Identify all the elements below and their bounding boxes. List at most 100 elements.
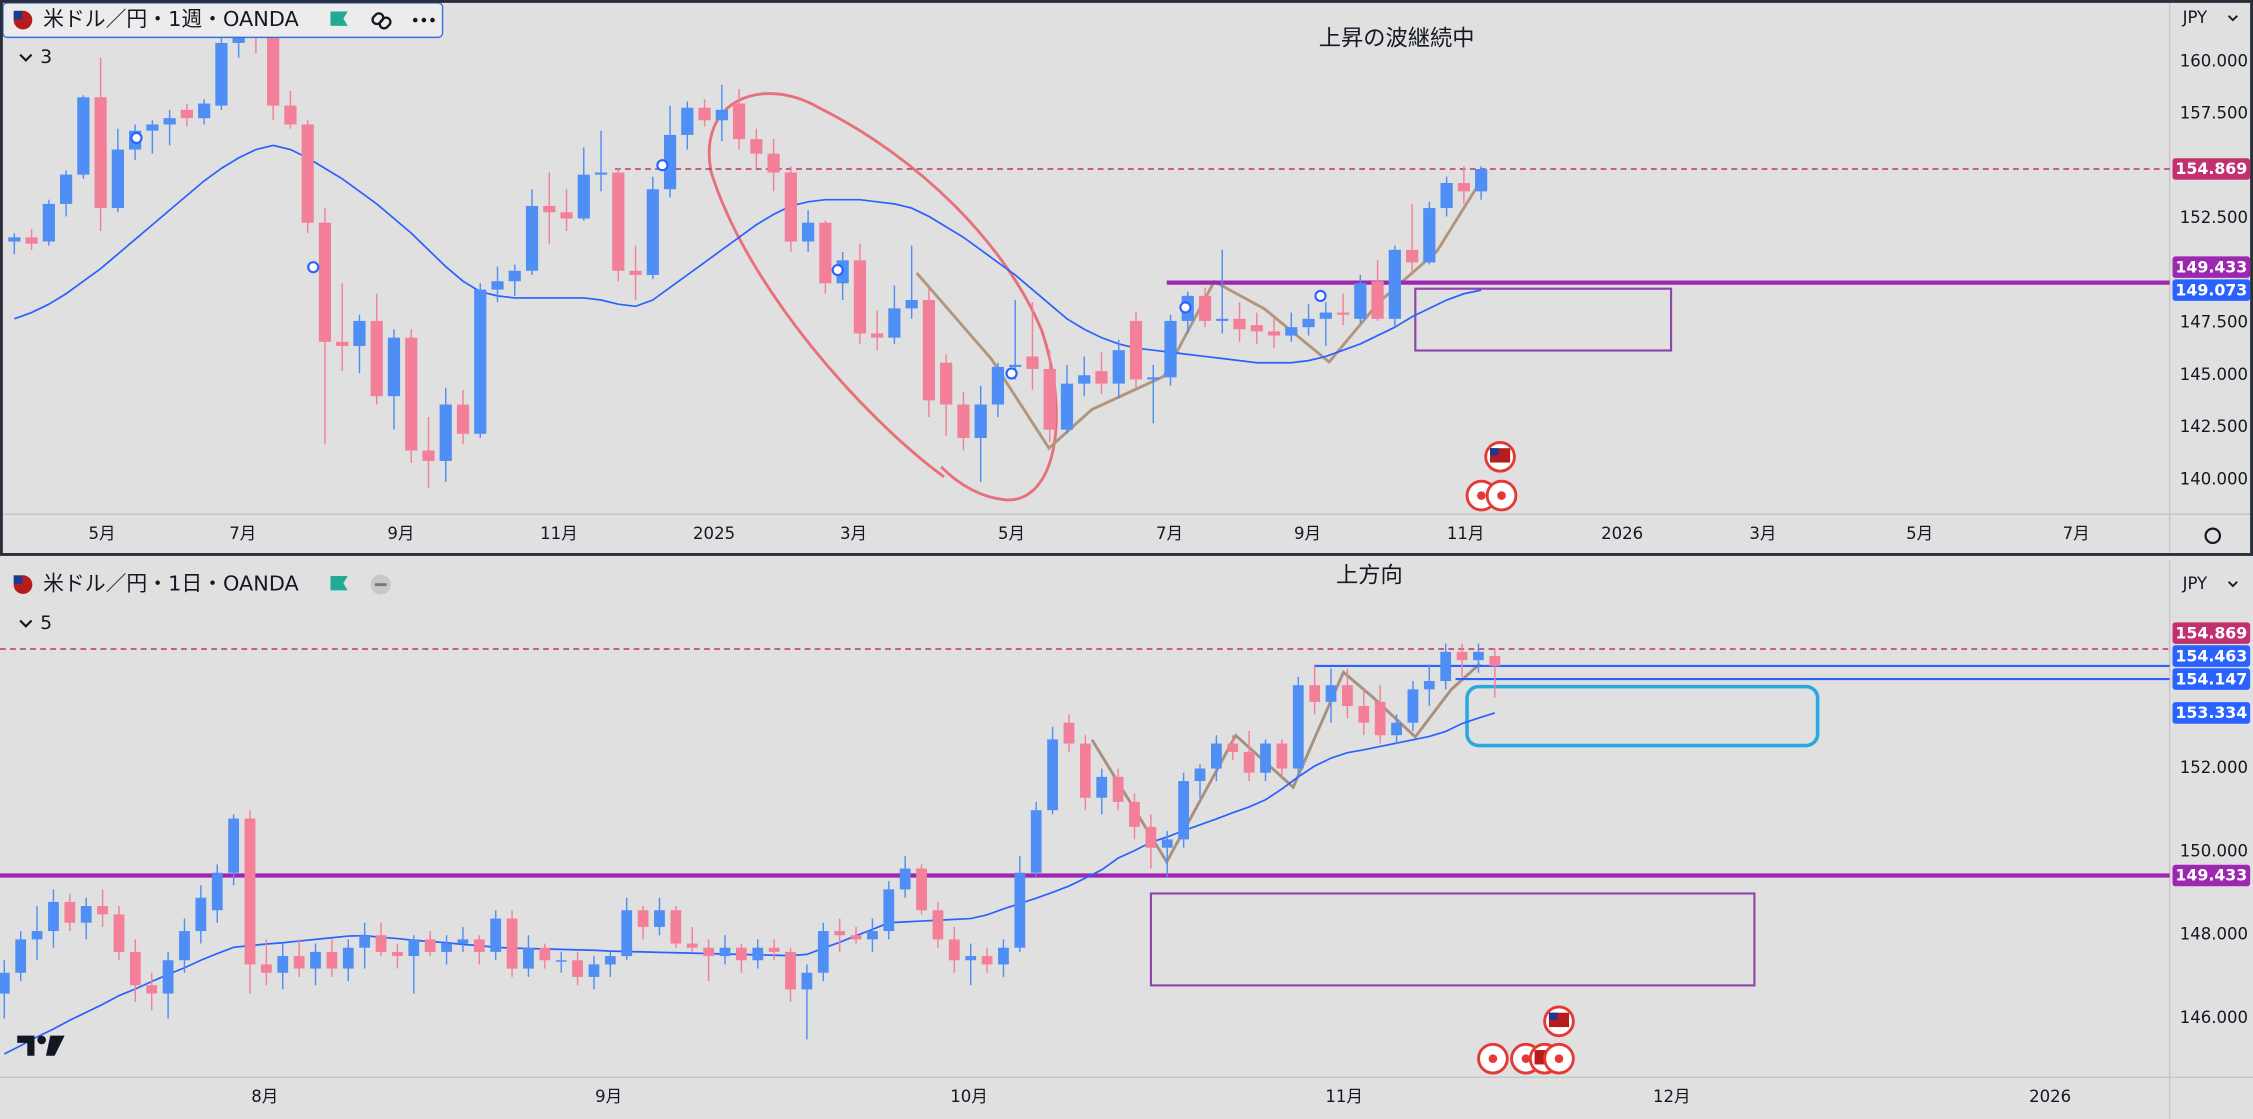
candle-body (195, 897, 207, 932)
currency[interactable]: JPY (2182, 8, 2208, 27)
candle-body (1145, 826, 1157, 848)
symbol-flag (13, 575, 23, 584)
candle-body (146, 124, 159, 131)
candle-body (1164, 320, 1177, 378)
candle-body (1161, 839, 1173, 848)
candle-body (77, 97, 90, 175)
candle-body (474, 289, 487, 434)
candle-body (525, 205, 539, 271)
event-icons (1465, 440, 1575, 1075)
candle-body (0, 972, 10, 994)
candle-body (654, 910, 665, 927)
candle-body (1079, 743, 1091, 798)
candle-body (1309, 685, 1321, 702)
candle-body (1112, 776, 1124, 802)
status-flag (330, 11, 348, 26)
candle-body (31, 931, 43, 940)
candle-body (1047, 739, 1058, 811)
y-tick-label: 148.000 (2180, 925, 2248, 944)
candle-body (1178, 781, 1190, 840)
currency[interactable]: JPY (2182, 574, 2208, 593)
candle-body (370, 320, 383, 397)
collapse-chevron[interactable] (19, 619, 33, 628)
x-tick-label: 8月 (251, 1087, 278, 1106)
candle-body (422, 450, 435, 461)
candle-body (802, 222, 815, 242)
currency-chevron[interactable] (2227, 15, 2238, 22)
candle-body (1336, 312, 1350, 315)
candle-body (94, 97, 107, 209)
price-tag-label: 154.463 (2175, 646, 2247, 665)
candle-body (129, 951, 141, 986)
candle-body (1285, 327, 1298, 336)
candle-body (456, 404, 470, 434)
candle-body (1043, 368, 1056, 430)
y-tick-label: 147.500 (2180, 313, 2248, 332)
candle-body (577, 174, 590, 219)
x-tick-label: 5月 (998, 524, 1025, 543)
candle-body (1407, 689, 1419, 723)
x-tick-label: 2025 (693, 524, 735, 543)
candle-body (686, 943, 698, 948)
y-tick-label: 142.500 (2180, 417, 2248, 436)
candle-body (1060, 383, 1074, 430)
candle-body (1030, 810, 1042, 873)
candle-body (801, 972, 813, 990)
candle-body (179, 931, 190, 961)
candle-body (1489, 656, 1501, 666)
price-panel: 5月 7月 9月 11月 2025 3月 5月 7月 9月 11月 2026 3月 5月 7月 140.00… (8, 22, 2251, 543)
price-tag (2172, 256, 2251, 278)
collapse-chevron[interactable] (19, 53, 33, 62)
candle-body (25, 237, 38, 244)
candle-body (163, 118, 176, 125)
candle-body (555, 960, 567, 962)
candle-body (113, 914, 125, 952)
candle-body (784, 172, 797, 242)
candle-body (735, 947, 747, 961)
tradingview-logo (17, 1035, 65, 1056)
candle-body (301, 124, 314, 223)
candle-body (1473, 651, 1484, 661)
candle-body (405, 337, 418, 451)
symbol-title: 米ドル／円・1週・OANDA (43, 7, 299, 31)
candle-body (1216, 318, 1229, 321)
x-tick-label: 9月 (595, 1087, 622, 1106)
candle-body (543, 205, 556, 213)
price-tag (2172, 864, 2251, 887)
data-layer: 5月 7月 9月 11月 2025 3月 5月 7月 9月 11月 2026 3月 5月 7月 140.00… (0, 22, 2251, 1106)
candle-body (424, 939, 436, 952)
more-button[interactable] (412, 17, 435, 23)
candle-body (916, 868, 927, 911)
link-icon[interactable] (371, 12, 392, 31)
candle-body (715, 109, 728, 121)
y-tick-label: 140.000 (2180, 469, 2248, 488)
candle-body (490, 918, 502, 952)
x-tick-label: 5月 (88, 524, 115, 543)
candle-body (785, 951, 796, 990)
candle-body (612, 172, 625, 271)
panel-frame (0, 0, 2253, 556)
candle-body (1405, 249, 1419, 263)
candle-body (629, 270, 642, 275)
currency-chevron[interactable] (2227, 581, 2238, 588)
price-tag-label: 153.334 (2175, 703, 2247, 722)
x-tick-label: 9月 (1294, 524, 1321, 543)
x-tick-label: 12月 (1653, 1087, 1691, 1106)
toggle-icon (375, 583, 387, 587)
candle-body (1243, 751, 1255, 773)
x-tick-label: 11月 (1447, 524, 1485, 543)
price-tag (2172, 279, 2251, 301)
candle-body (681, 107, 694, 135)
price-tag (2172, 622, 2251, 644)
candle-body (974, 404, 987, 438)
candle-body (719, 947, 731, 957)
candle-body (198, 103, 211, 119)
candle-body (1276, 743, 1288, 769)
x-tick-label: 11月 (1325, 1087, 1363, 1106)
settings-icon[interactable] (2204, 527, 2222, 545)
candle-body (80, 906, 92, 923)
candle-body (244, 818, 256, 965)
status-flag (330, 576, 348, 591)
candle-body (42, 203, 55, 242)
